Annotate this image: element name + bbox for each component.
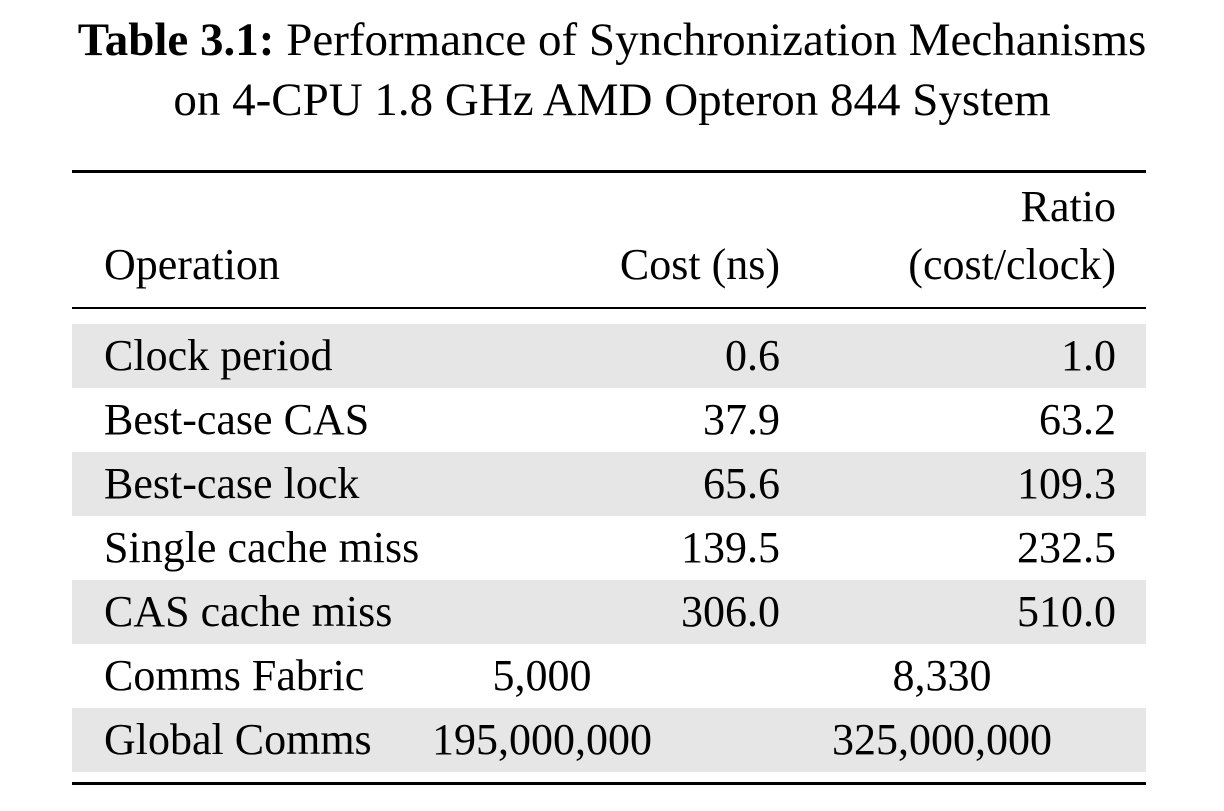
table-row: Global Comms 195,000,000 325,000,000 xyxy=(72,708,1146,772)
cell-operation: Best-case lock xyxy=(104,459,360,508)
header-cost: Cost (ns) xyxy=(619,240,780,289)
table-bottom-rule xyxy=(72,782,1146,785)
cell-cost: 37.9 xyxy=(703,395,780,444)
table-row: CAS cache miss 306.0 510.0 xyxy=(72,580,1146,644)
cell-ratio: 109.3 xyxy=(1017,459,1116,508)
cell-cost: 139.5 xyxy=(681,523,780,572)
cell-ratio: 8,330 xyxy=(892,651,992,700)
table-row: Single cache miss 139.5 232.5 xyxy=(72,516,1146,580)
header-ratio-line-2: (cost/clock) xyxy=(908,240,1116,289)
cell-operation: Clock period xyxy=(104,331,333,380)
cell-cost: 195,000,000 xyxy=(432,715,652,764)
cell-operation: Single cache miss xyxy=(104,523,420,572)
cell-cost: 306.0 xyxy=(681,587,780,636)
caption-title-part-1: Performance of Synchronization Mechanism… xyxy=(274,14,1147,66)
caption-line-2: on 4-CPU 1.8 GHz AMD Opteron 844 System xyxy=(173,74,1051,126)
cell-ratio: 1.0 xyxy=(1061,331,1116,380)
cell-ratio: 325,000,000 xyxy=(832,715,1052,764)
cell-operation: Global Comms xyxy=(104,715,372,764)
cell-cost: 5,000 xyxy=(492,651,592,700)
table-row: Best-case CAS 37.9 63.2 xyxy=(72,388,1146,452)
caption-label: Table 3.1: xyxy=(77,14,275,66)
table-body: Clock period 0.6 1.0 Best-case CAS 37.9 … xyxy=(72,324,1146,772)
cell-ratio: 232.5 xyxy=(1017,523,1116,572)
cell-ratio: 63.2 xyxy=(1039,395,1116,444)
cell-operation: Comms Fabric xyxy=(104,651,365,700)
cell-cost: 65.6 xyxy=(703,459,780,508)
table-row: Clock period 0.6 1.0 xyxy=(72,324,1146,388)
table-header-rule xyxy=(72,307,1146,309)
cell-cost: 0.6 xyxy=(725,331,780,380)
table-top-rule xyxy=(72,170,1146,173)
cell-ratio: 510.0 xyxy=(1017,587,1116,636)
cell-operation: CAS cache miss xyxy=(104,587,393,636)
header-ratio-line-1: Ratio xyxy=(1020,182,1116,231)
header-operation: Operation xyxy=(104,240,280,289)
table-caption: Table 3.1: Performance of Synchronizatio… xyxy=(0,10,1224,130)
table-row: Best-case lock 65.6 109.3 xyxy=(72,452,1146,516)
table-row: Comms Fabric 5,000 8,330 xyxy=(72,644,1146,708)
caption-line-1: Table 3.1: Performance of Synchronizatio… xyxy=(0,10,1224,70)
header-ratio: Ratio (cost/clock) xyxy=(908,178,1116,294)
cell-operation: Best-case CAS xyxy=(104,395,370,444)
